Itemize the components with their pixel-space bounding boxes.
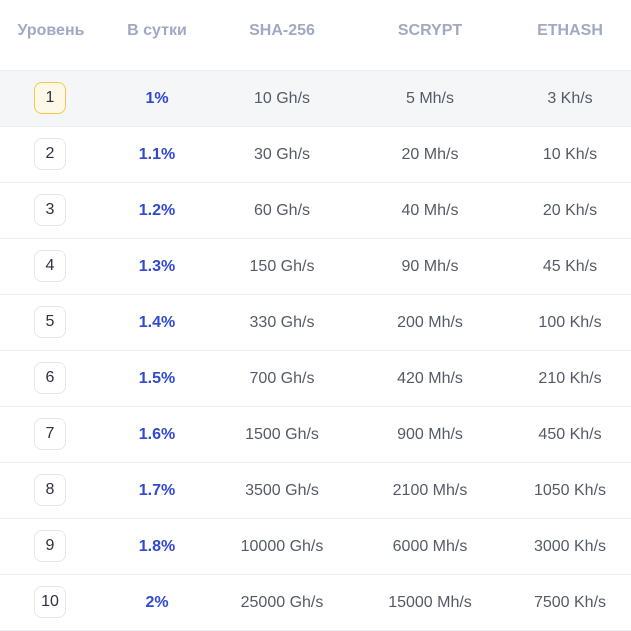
sha256-value: 25000 Gh/s <box>240 594 324 611</box>
daily-percent: 1.8% <box>138 538 176 555</box>
sha256-value: 60 Gh/s <box>253 202 311 219</box>
level-badge: 3 <box>34 194 66 226</box>
scrypt-value: 420 Mh/s <box>397 370 463 387</box>
ethash-value: 3000 Kh/s <box>533 538 607 555</box>
daily-percent: 1.2% <box>138 202 176 219</box>
scrypt-value: 40 Mh/s <box>401 202 459 219</box>
table-row[interactable]: 2 1.1% 30 Gh/s 20 Mh/s 10 Kh/s <box>0 127 631 183</box>
header-sha256: SHA-256 <box>249 22 315 39</box>
daily-percent: 2% <box>145 594 169 611</box>
table-row[interactable]: 10 2% 25000 Gh/s 15000 Mh/s 7500 Kh/s <box>0 575 631 631</box>
ethash-value: 450 Kh/s <box>538 426 602 443</box>
scrypt-value: 5 Mh/s <box>405 90 454 107</box>
daily-percent: 1.5% <box>138 370 176 387</box>
sha256-value: 30 Gh/s <box>253 146 311 163</box>
daily-percent: 1.6% <box>138 426 176 443</box>
table-row[interactable]: 1 1% 10 Gh/s 5 Mh/s 3 Kh/s <box>0 71 631 127</box>
scrypt-value: 6000 Mh/s <box>392 538 468 555</box>
scrypt-value: 2100 Mh/s <box>392 482 468 499</box>
level-badge: 5 <box>34 306 66 338</box>
table-header: Уровень В сутки SHA-256 SCRYPT ETHASH <box>0 0 631 71</box>
ethash-value: 3 Kh/s <box>547 90 593 107</box>
ethash-value: 7500 Kh/s <box>533 594 607 611</box>
scrypt-value: 200 Mh/s <box>397 314 463 331</box>
scrypt-value: 900 Mh/s <box>397 426 463 443</box>
header-scrypt: SCRYPT <box>397 22 463 39</box>
daily-percent: 1.3% <box>138 258 176 275</box>
ethash-value: 1050 Kh/s <box>533 482 607 499</box>
scrypt-value: 20 Mh/s <box>401 146 459 163</box>
ethash-value: 100 Kh/s <box>538 314 602 331</box>
table-row[interactable]: 4 1.3% 150 Gh/s 90 Mh/s 45 Kh/s <box>0 239 631 295</box>
sha256-value: 1500 Gh/s <box>245 426 319 443</box>
table-row[interactable]: 7 1.6% 1500 Gh/s 900 Mh/s 450 Kh/s <box>0 407 631 463</box>
level-badge: 2 <box>34 138 66 170</box>
table-body: 1 1% 10 Gh/s 5 Mh/s 3 Kh/s 2 1.1% 30 Gh/s 20 Mh/… <box>0 71 631 631</box>
header-ethash: ETHASH <box>537 22 603 39</box>
header-level: Уровень <box>17 22 85 39</box>
level-badge: 6 <box>34 362 66 394</box>
level-badge: 8 <box>34 474 66 506</box>
header-daily: В сутки <box>127 22 187 39</box>
table-row[interactable]: 6 1.5% 700 Gh/s 420 Mh/s 210 Kh/s <box>0 351 631 407</box>
ethash-value: 45 Kh/s <box>542 258 598 275</box>
daily-percent: 1% <box>145 90 169 107</box>
table-row[interactable]: 5 1.4% 330 Gh/s 200 Mh/s 100 Kh/s <box>0 295 631 351</box>
daily-percent: 1.1% <box>138 146 176 163</box>
scrypt-value: 90 Mh/s <box>401 258 459 275</box>
sha256-value: 10000 Gh/s <box>240 538 324 555</box>
ethash-value: 20 Kh/s <box>542 202 598 219</box>
table-row[interactable]: 8 1.7% 3500 Gh/s 2100 Mh/s 1050 Kh/s <box>0 463 631 519</box>
scrypt-value: 15000 Mh/s <box>388 594 472 611</box>
level-badge: 9 <box>34 530 66 562</box>
level-badge: 4 <box>34 250 66 282</box>
ethash-value: 10 Kh/s <box>542 146 598 163</box>
sha256-value: 10 Gh/s <box>253 90 311 107</box>
daily-percent: 1.7% <box>138 482 176 499</box>
daily-percent: 1.4% <box>138 314 176 331</box>
sha256-value: 700 Gh/s <box>249 370 315 387</box>
sha256-value: 150 Gh/s <box>249 258 315 275</box>
level-badge: 10 <box>34 586 66 618</box>
ethash-value: 210 Kh/s <box>538 370 602 387</box>
level-badge: 7 <box>34 418 66 450</box>
level-badge: 1 <box>34 82 66 114</box>
table-row[interactable]: 3 1.2% 60 Gh/s 40 Mh/s 20 Kh/s <box>0 183 631 239</box>
sha256-value: 3500 Gh/s <box>245 482 319 499</box>
sha256-value: 330 Gh/s <box>249 314 315 331</box>
table-row[interactable]: 9 1.8% 10000 Gh/s 6000 Mh/s 3000 Kh/s <box>0 519 631 575</box>
